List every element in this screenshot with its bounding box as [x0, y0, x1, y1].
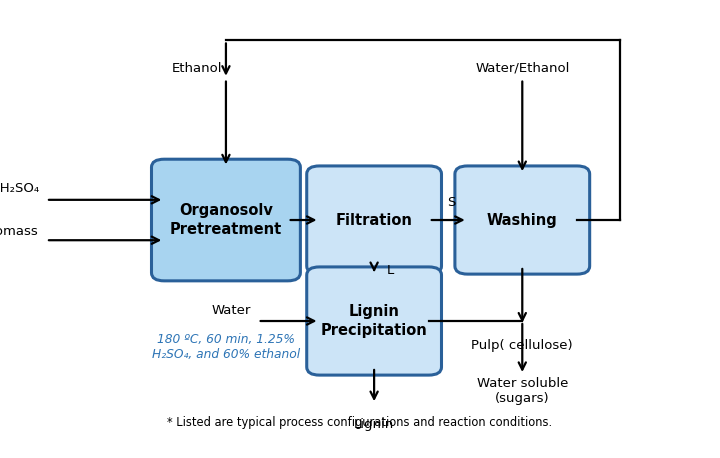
Text: Organosolv
Pretreatment: Organosolv Pretreatment — [170, 203, 282, 237]
FancyBboxPatch shape — [151, 159, 300, 281]
Text: Water/Ethanol: Water/Ethanol — [475, 61, 570, 74]
FancyBboxPatch shape — [307, 166, 441, 274]
Text: L: L — [387, 264, 394, 277]
Text: Ethanol: Ethanol — [172, 62, 222, 75]
Text: Biomass: Biomass — [0, 225, 39, 238]
Text: Lignin
Precipitation: Lignin Precipitation — [320, 304, 428, 338]
Text: Water: Water — [211, 304, 251, 316]
Text: Filtration: Filtration — [336, 213, 413, 228]
Text: Pulp( cellulose): Pulp( cellulose) — [472, 339, 573, 352]
Text: * Listed are typical process configurations and reaction conditions.: * Listed are typical process configurati… — [168, 416, 552, 429]
Text: S: S — [448, 196, 456, 209]
FancyBboxPatch shape — [307, 267, 441, 375]
Text: 180 ºC, 60 min, 1.25%
H₂SO₄, and 60% ethanol: 180 ºC, 60 min, 1.25% H₂SO₄, and 60% eth… — [152, 333, 300, 361]
Text: Water, H₂SO₄: Water, H₂SO₄ — [0, 182, 39, 195]
FancyBboxPatch shape — [455, 166, 590, 274]
Text: Water soluble
(sugars): Water soluble (sugars) — [477, 377, 568, 405]
Text: Lignin: Lignin — [354, 418, 395, 431]
Text: Washing: Washing — [487, 213, 558, 228]
